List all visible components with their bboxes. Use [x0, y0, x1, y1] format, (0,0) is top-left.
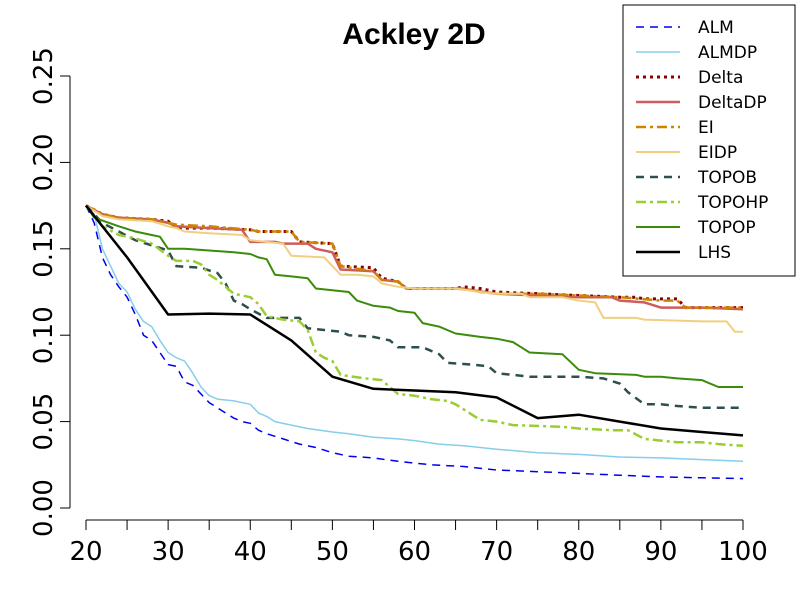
x-tick-label: 20: [69, 537, 102, 567]
y-tick-label: 0.25: [29, 47, 59, 105]
x-tick-label: 100: [718, 537, 768, 567]
series-line-topohp: [85, 204, 744, 448]
legend-label-alm: ALM: [698, 18, 734, 38]
legend-label-topohp: TOPOHP: [697, 193, 768, 213]
legend-label-topob: TOPOB: [697, 168, 757, 188]
x-tick-label: 30: [152, 537, 185, 567]
x-tick-label: 60: [398, 537, 431, 567]
series-line-eidp: [85, 204, 743, 333]
axes: 20 30 40 50 60 70 80 90 100 0.00 0.05 0.10 0.15 0.20 0…: [29, 47, 768, 567]
series-line-alm: [85, 205, 744, 480]
series-layer: [85, 204, 744, 480]
x-tick-label: 50: [316, 537, 349, 567]
y-tick-label: 0.00: [29, 479, 59, 537]
series-line-deltadp: [85, 204, 744, 311]
legend-label-lhs: LHS: [698, 243, 731, 263]
legend-label-delta: Delta: [698, 68, 743, 88]
legend-label-almdp: ALMDP: [698, 43, 757, 63]
series-line-ei: [85, 204, 743, 309]
legend: ALM ALMDP Delta DeltaDP EI EIDP TOPOB TOPOHP TOP…: [622, 4, 796, 277]
chart-title: Ackley 2D: [342, 18, 485, 51]
series-line-topob: [85, 204, 743, 410]
series-line-lhs: [85, 204, 744, 437]
series-line-topop: [85, 205, 743, 388]
x-tick-label: 80: [562, 537, 595, 567]
legend-label-deltadp: DeltaDP: [698, 93, 767, 113]
legend-box: [622, 4, 796, 277]
legend-label-topop: TOPOP: [697, 218, 756, 238]
x-tick-label: 40: [234, 537, 267, 567]
series-line-almdp: [85, 205, 744, 463]
y-tick-label: 0.15: [29, 220, 59, 278]
x-tick-label: 70: [480, 537, 513, 567]
x-tick-label: 90: [644, 537, 677, 567]
legend-label-ei: EI: [698, 118, 714, 138]
y-tick-label: 0.10: [29, 306, 59, 364]
y-tick-label: 0.05: [29, 393, 59, 451]
y-tick-label: 0.20: [29, 133, 59, 191]
legend-label-eidp: EIDP: [698, 143, 737, 163]
